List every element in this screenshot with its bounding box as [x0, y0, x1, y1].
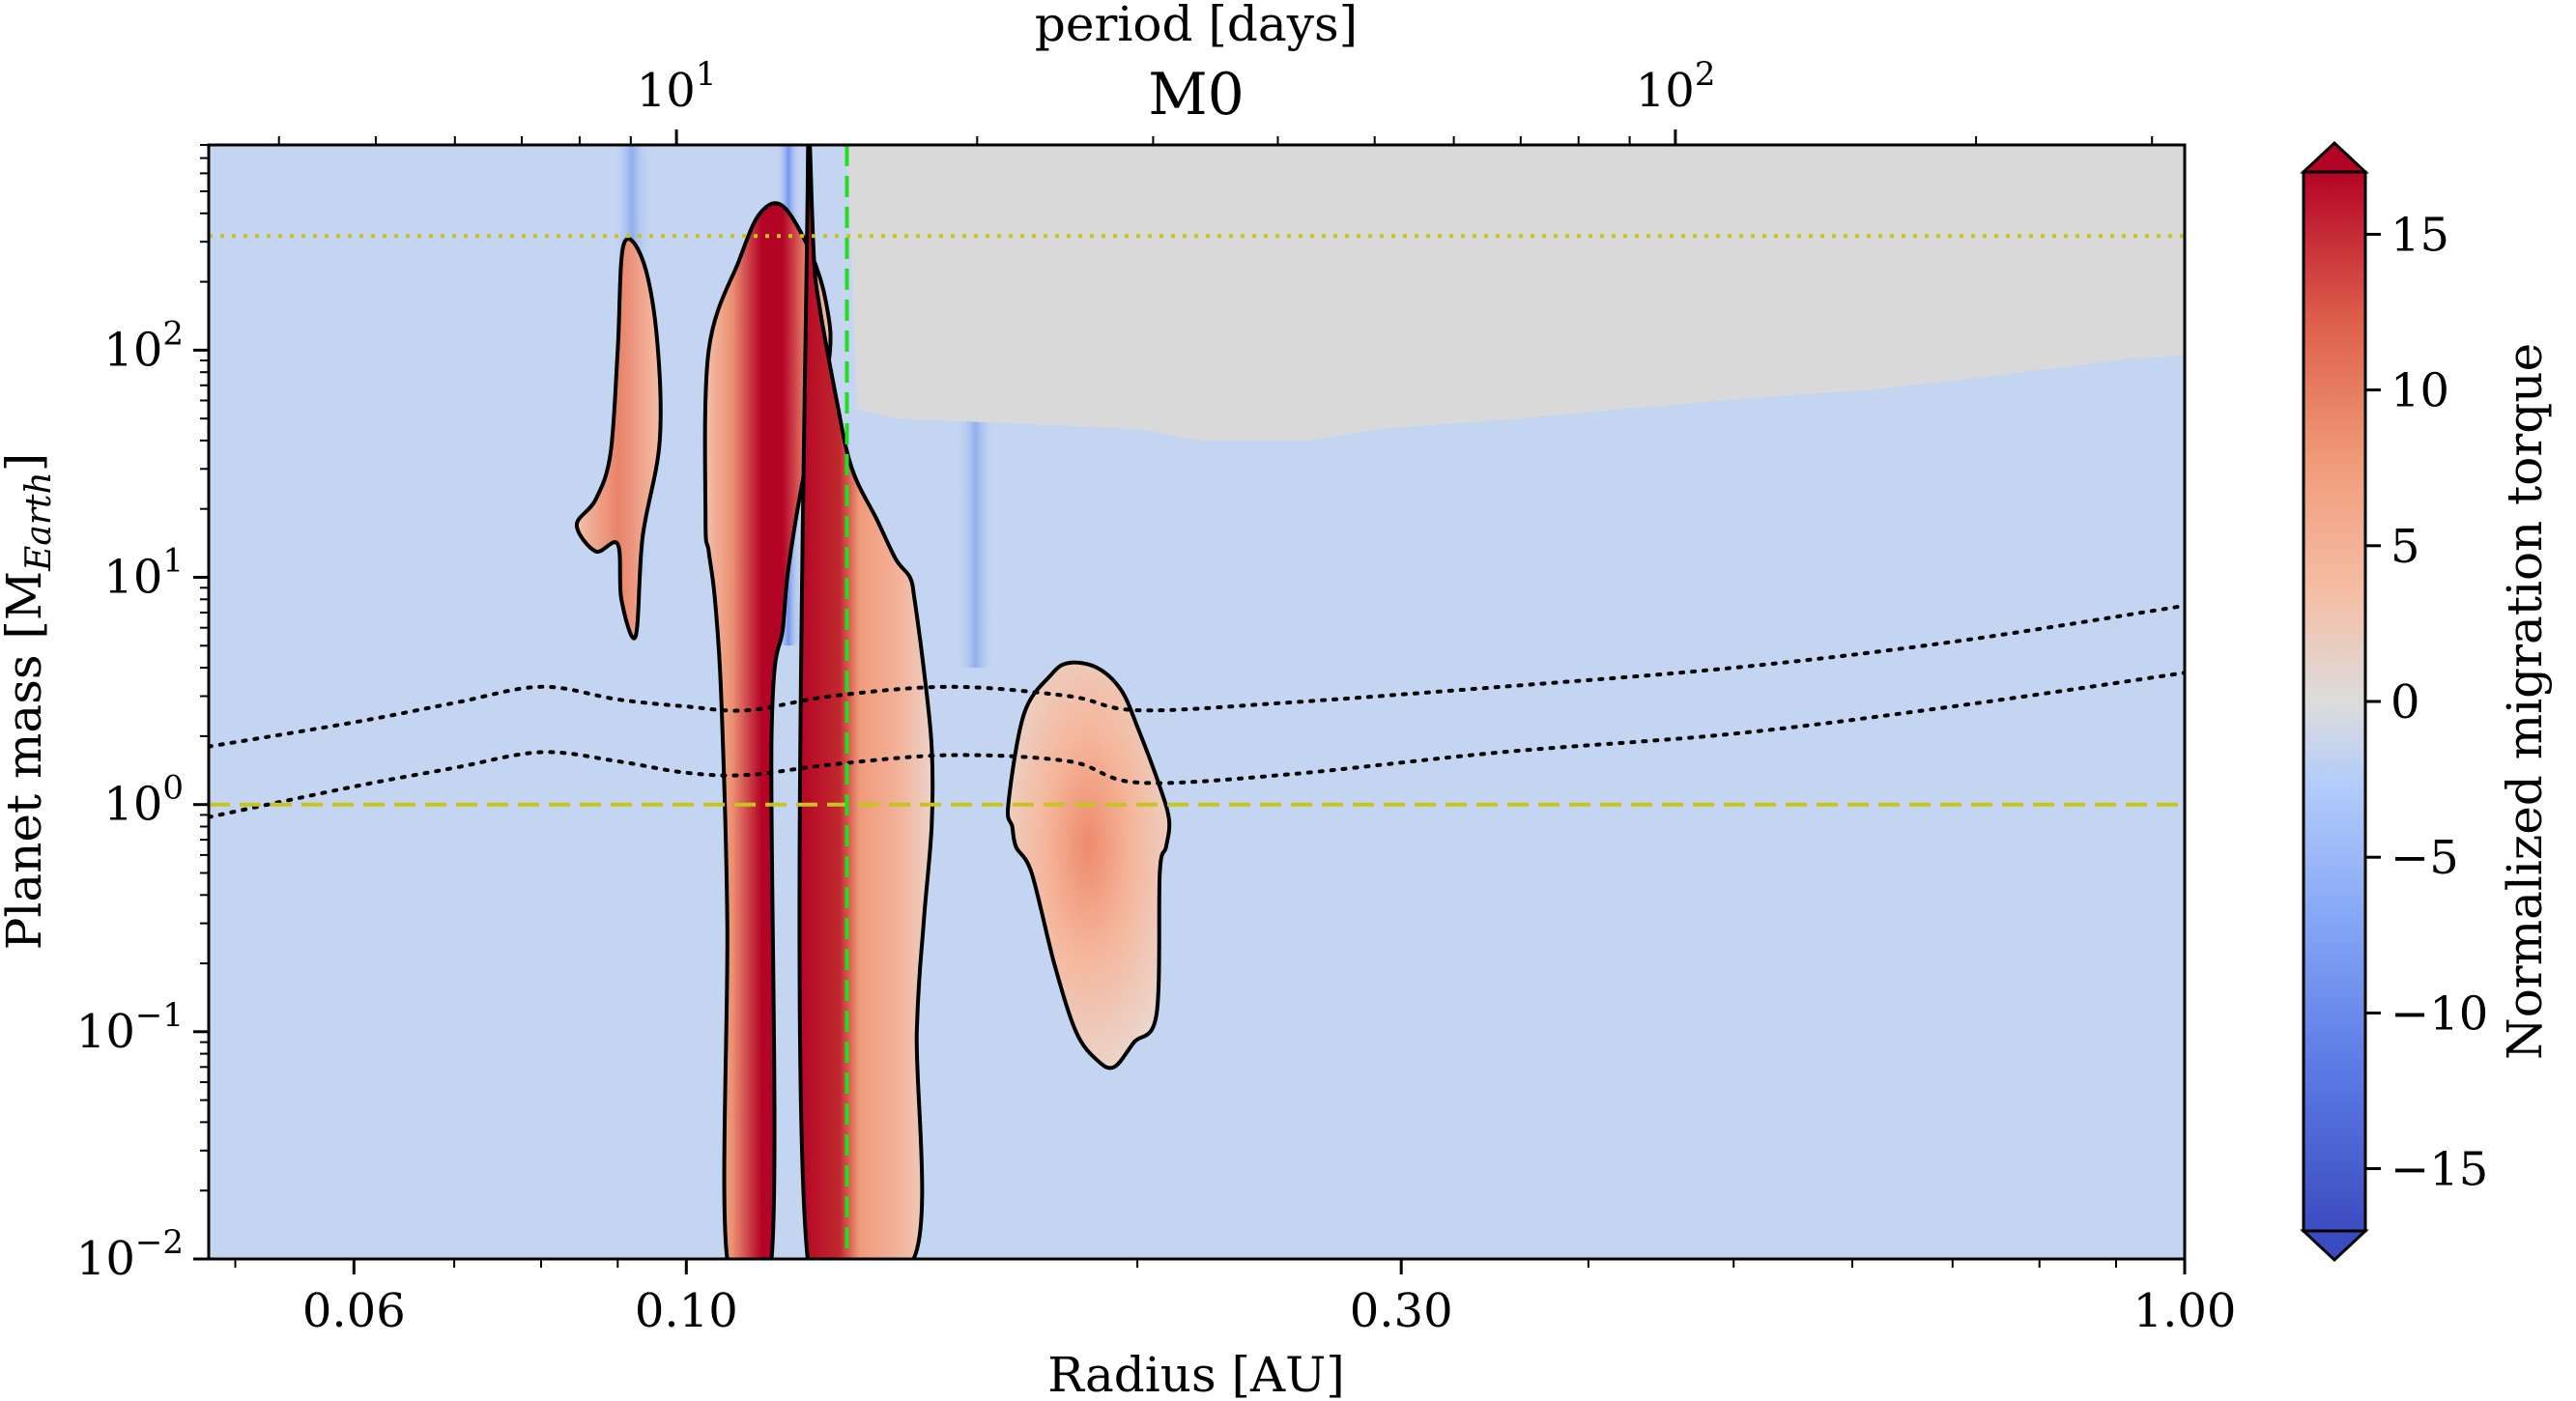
- chart-title: M0: [1148, 61, 1245, 129]
- gap-opening-region: [846, 145, 2185, 441]
- colorbar-extend-max: [2300, 140, 2369, 174]
- colorbar-tick-label: 0: [2390, 675, 2420, 729]
- colorbar-tick-label: −15: [2390, 1143, 2488, 1197]
- x-tick-label: 0.10: [635, 1284, 738, 1338]
- region-outer-oval: [1006, 660, 1172, 1071]
- colorbar-label: Normalized migration torque: [2497, 343, 2553, 1060]
- upper-dotted-curve: [209, 603, 2185, 749]
- y-axis-label: Planet mass [MEarth]: [0, 453, 59, 950]
- colorbar-tick-label: 15: [2390, 209, 2449, 263]
- plot-frame: [207, 143, 2187, 1261]
- lower-dotted-curve: [209, 671, 2185, 819]
- region-narrow-spike: [797, 145, 935, 1259]
- colorbar-tick-label: 5: [2390, 520, 2420, 574]
- y-tick-label: 101: [103, 542, 184, 605]
- colorbar: 15 10 5 0 −5 −10 −15 Normalized migration torq…: [2300, 140, 2553, 1263]
- region-small-island: [574, 237, 663, 641]
- colorbar-tick-label: −5: [2390, 831, 2459, 885]
- colorbar-tick-label: −10: [2390, 986, 2488, 1041]
- colorbar-extend-min: [2300, 1229, 2369, 1263]
- y-tick-label: 102: [103, 314, 184, 377]
- x-tick-label: 1.00: [2133, 1284, 2237, 1338]
- streak-mid: [956, 400, 995, 669]
- colorbar-gradient: [2302, 170, 2367, 1233]
- secondary-x-axis-label: period [days]: [1035, 0, 1358, 52]
- y-tick-label: 100: [103, 769, 184, 832]
- y-tick-label: 10−2: [76, 1223, 184, 1286]
- secondary-x-axis: 101 102: [277, 55, 2154, 145]
- x-tick-label: 0.06: [302, 1284, 406, 1338]
- y-tick-label: 10−1: [76, 996, 184, 1059]
- x-tick-label: 0.30: [1350, 1284, 1453, 1338]
- heatmap-area: [209, 145, 2185, 1259]
- x-axis-label: Radius [AU]: [1047, 1347, 1345, 1401]
- top-tick-label: 102: [1636, 55, 1716, 118]
- top-tick-label: 101: [637, 55, 717, 118]
- x-axis: 0.06 0.10 0.30 1.00: [234, 1259, 2237, 1338]
- colorbar-tick-label: 10: [2390, 364, 2449, 418]
- y-axis: 10−2 10−1 100 101 102: [76, 144, 209, 1286]
